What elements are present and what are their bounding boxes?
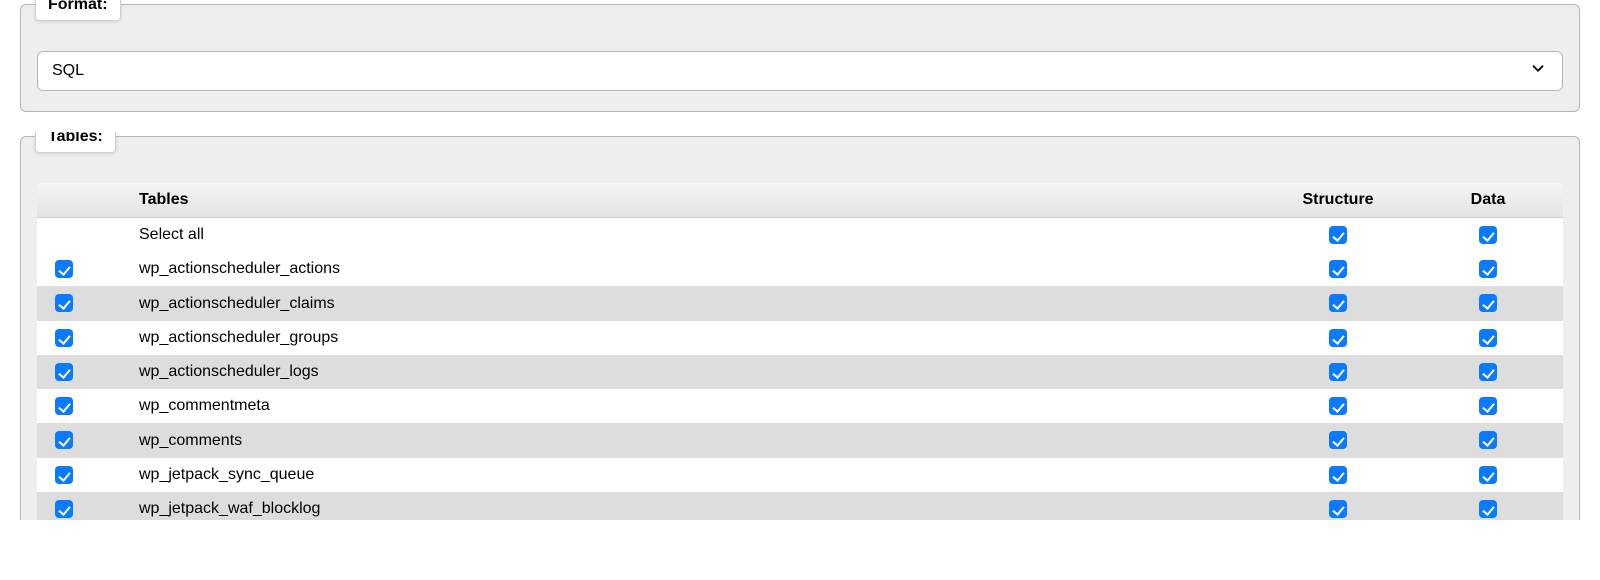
row-structure-checkbox[interactable] [1329,466,1347,484]
row-data-cell [1413,321,1563,355]
row-select-checkbox[interactable] [55,329,73,347]
row-structure-cell [1263,355,1413,389]
select-all-structure-checkbox[interactable] [1329,226,1347,244]
row-structure-checkbox[interactable] [1329,431,1347,449]
select-all-data-checkbox[interactable] [1479,226,1497,244]
tables-col-select-header [37,183,129,218]
row-select-cell [37,492,129,520]
tables-legend: Tables: [35,132,116,153]
tables-table: Tables Structure Data Select allwp_actio… [37,183,1563,520]
row-data-checkbox[interactable] [1479,363,1497,381]
table-row: wp_comments [37,423,1563,457]
select-all-label[interactable]: Select all [129,218,1263,253]
row-data-cell [1413,389,1563,423]
row-select-checkbox[interactable] [55,466,73,484]
row-structure-checkbox[interactable] [1329,260,1347,278]
format-fieldset: Format: SQL [20,4,1580,112]
row-select-checkbox[interactable] [55,397,73,415]
row-table-name[interactable]: wp_actionscheduler_logs [129,355,1263,389]
row-table-name[interactable]: wp_actionscheduler_actions [129,252,1263,286]
row-select-checkbox[interactable] [55,294,73,312]
table-row: wp_commentmeta [37,389,1563,423]
row-data-cell [1413,423,1563,457]
row-data-cell [1413,252,1563,286]
row-select-checkbox[interactable] [55,363,73,381]
row-select-checkbox[interactable] [55,260,73,278]
select-all-data-cell [1413,218,1563,253]
row-structure-cell [1263,321,1413,355]
row-table-name[interactable]: wp_comments [129,423,1263,457]
row-data-checkbox[interactable] [1479,431,1497,449]
table-row: wp_jetpack_waf_blocklog [37,492,1563,520]
row-table-name[interactable]: wp_jetpack_waf_blocklog [129,492,1263,520]
row-data-checkbox[interactable] [1479,466,1497,484]
format-select-value: SQL [52,62,84,80]
row-select-cell [37,355,129,389]
row-data-cell [1413,492,1563,520]
row-structure-cell [1263,286,1413,320]
row-structure-cell [1263,423,1413,457]
table-row: wp_actionscheduler_actions [37,252,1563,286]
tables-col-structure-header: Structure [1263,183,1413,218]
tables-col-data-header: Data [1413,183,1563,218]
row-structure-checkbox[interactable] [1329,294,1347,312]
row-structure-cell [1263,252,1413,286]
format-select[interactable]: SQL [37,51,1563,91]
row-structure-checkbox[interactable] [1329,329,1347,347]
row-table-name[interactable]: wp_actionscheduler_groups [129,321,1263,355]
row-select-cell [37,252,129,286]
row-data-checkbox[interactable] [1479,397,1497,415]
tables-legend-label: Tables: [48,132,103,145]
row-select-cell [37,423,129,457]
row-data-checkbox[interactable] [1479,294,1497,312]
format-legend: Format: [35,0,121,21]
row-structure-checkbox[interactable] [1329,397,1347,415]
row-structure-cell [1263,458,1413,492]
row-data-checkbox[interactable] [1479,260,1497,278]
table-row: wp_actionscheduler_claims [37,286,1563,320]
table-row: wp_jetpack_sync_queue [37,458,1563,492]
row-data-cell [1413,286,1563,320]
row-data-checkbox[interactable] [1479,329,1497,347]
select-all-structure-cell [1263,218,1413,253]
select-all-row: Select all [37,218,1563,253]
tables-fieldset: Tables: Tables Structure Data Select all… [20,136,1580,520]
row-select-cell [37,458,129,492]
row-select-cell [37,389,129,423]
row-structure-checkbox[interactable] [1329,363,1347,381]
row-select-checkbox[interactable] [55,500,73,518]
row-structure-checkbox[interactable] [1329,500,1347,518]
row-table-name[interactable]: wp_commentmeta [129,389,1263,423]
select-all-select-cell [37,218,129,253]
table-row: wp_actionscheduler_groups [37,321,1563,355]
row-select-cell [37,321,129,355]
row-select-checkbox[interactable] [55,431,73,449]
row-data-cell [1413,458,1563,492]
tables-header-row: Tables Structure Data [37,183,1563,218]
row-data-checkbox[interactable] [1479,500,1497,518]
tables-col-name-header: Tables [129,183,1263,218]
row-structure-cell [1263,389,1413,423]
row-table-name[interactable]: wp_jetpack_sync_queue [129,458,1263,492]
row-data-cell [1413,355,1563,389]
row-table-name[interactable]: wp_actionscheduler_claims [129,286,1263,320]
format-legend-label: Format: [48,0,108,13]
row-select-cell [37,286,129,320]
row-structure-cell [1263,492,1413,520]
table-row: wp_actionscheduler_logs [37,355,1563,389]
